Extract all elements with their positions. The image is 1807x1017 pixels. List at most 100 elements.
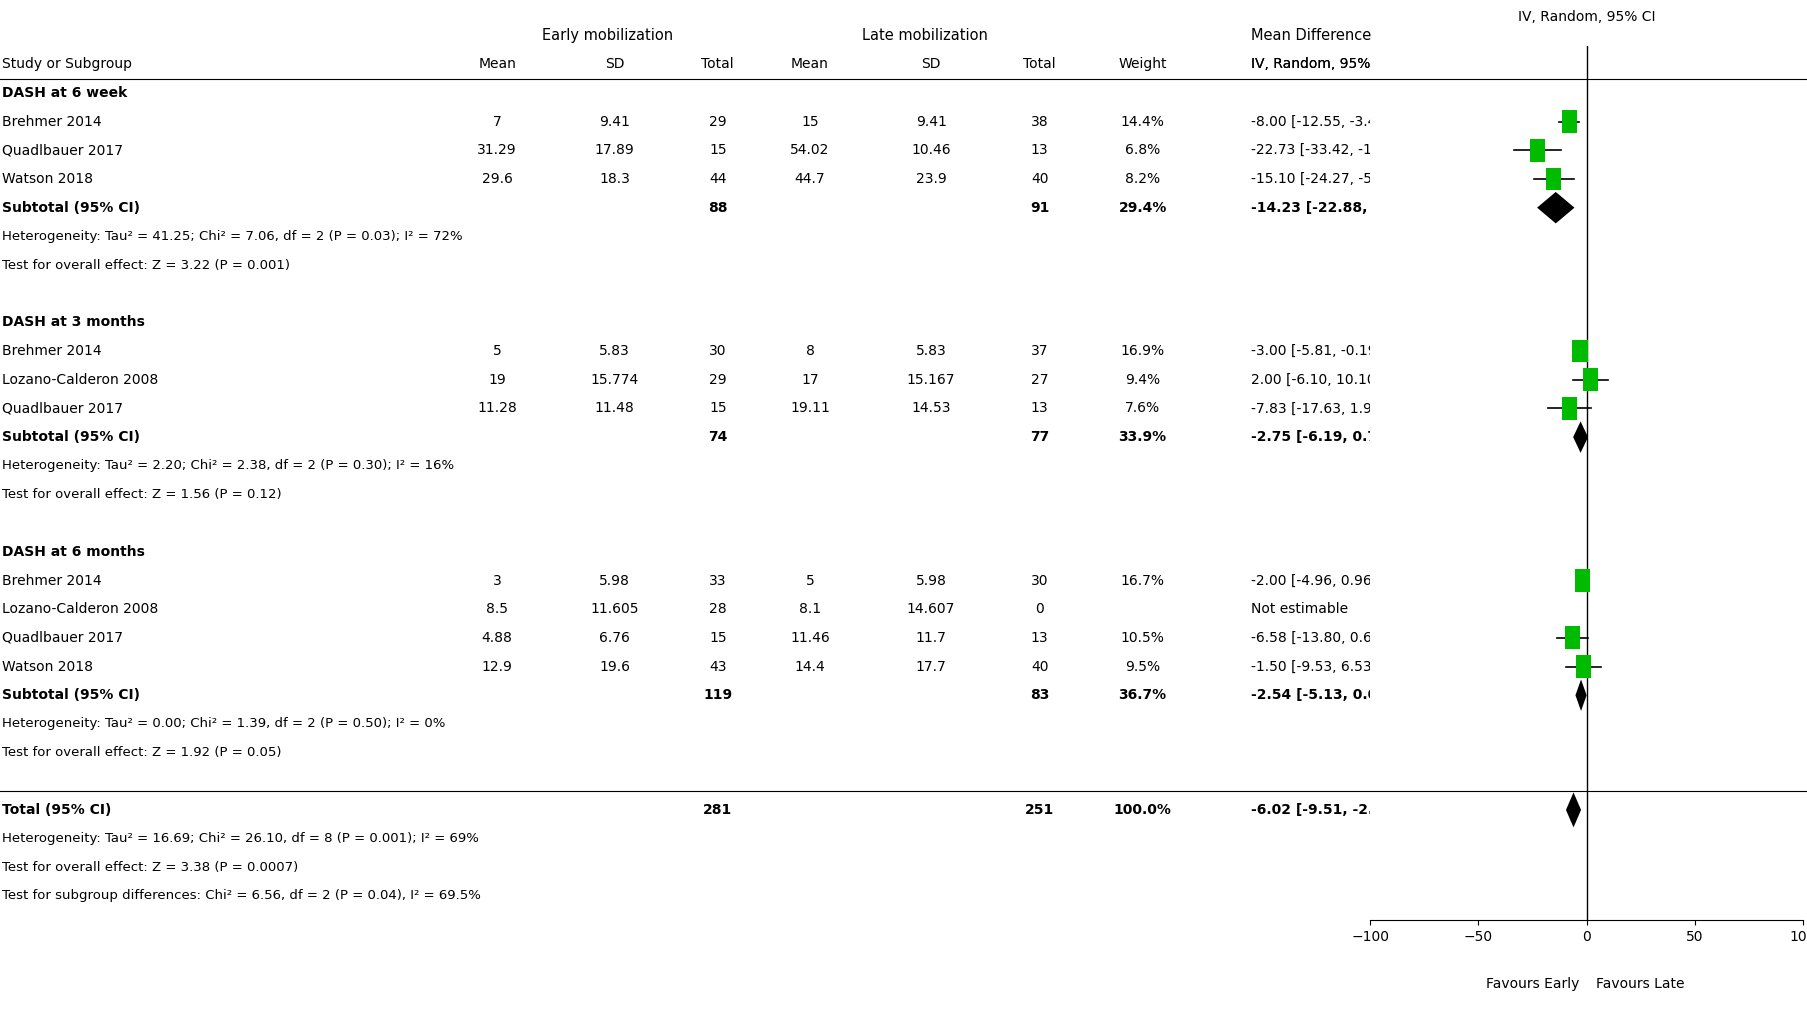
Text: Heterogeneity: Tau² = 0.00; Chi² = 1.39, df = 2 (P = 0.50); I² = 0%: Heterogeneity: Tau² = 0.00; Chi² = 1.39,… bbox=[2, 717, 445, 730]
Text: 11.28: 11.28 bbox=[477, 402, 517, 415]
Text: 19.6: 19.6 bbox=[598, 660, 631, 673]
Text: 5.83: 5.83 bbox=[914, 344, 947, 358]
Text: 29: 29 bbox=[708, 373, 726, 386]
Text: Subtotal (95% CI): Subtotal (95% CI) bbox=[2, 689, 139, 702]
Text: -22.73 [-33.42, -12.04]: -22.73 [-33.42, -12.04] bbox=[1250, 143, 1408, 158]
Text: 5.98: 5.98 bbox=[914, 574, 947, 588]
Text: Lozano-Calderon 2008: Lozano-Calderon 2008 bbox=[2, 373, 157, 386]
Text: 19.11: 19.11 bbox=[790, 402, 829, 415]
Text: 251: 251 bbox=[1025, 803, 1053, 817]
Text: Brehmer 2014: Brehmer 2014 bbox=[2, 115, 101, 128]
Text: 29.4%: 29.4% bbox=[1119, 200, 1166, 215]
Text: 13: 13 bbox=[1030, 402, 1048, 415]
Text: Study or Subgroup: Study or Subgroup bbox=[2, 57, 132, 71]
Text: Mean Difference: Mean Difference bbox=[1250, 28, 1372, 43]
Text: Total: Total bbox=[1023, 57, 1055, 71]
Text: Test for overall effect: Z = 1.56 (P = 0.12): Test for overall effect: Z = 1.56 (P = 0… bbox=[2, 488, 282, 501]
Text: 5.83: 5.83 bbox=[598, 344, 631, 358]
Text: Quadlbauer 2017: Quadlbauer 2017 bbox=[2, 143, 123, 158]
Text: 37: 37 bbox=[1030, 344, 1048, 358]
Text: 17.7: 17.7 bbox=[914, 660, 947, 673]
Text: Favours Late: Favours Late bbox=[1596, 977, 1684, 992]
PathPatch shape bbox=[1565, 792, 1579, 828]
Text: 17: 17 bbox=[801, 373, 819, 386]
Text: 13: 13 bbox=[1030, 143, 1048, 158]
Text: -14.23 [-22.88, -5.58]: -14.23 [-22.88, -5.58] bbox=[1250, 200, 1418, 215]
Text: 6.8%: 6.8% bbox=[1124, 143, 1160, 158]
Text: 28: 28 bbox=[708, 602, 726, 616]
Text: 74: 74 bbox=[708, 430, 726, 444]
Text: 10.46: 10.46 bbox=[911, 143, 950, 158]
Text: 40: 40 bbox=[1030, 660, 1048, 673]
Text: -8.00 [-12.55, -3.45]: -8.00 [-12.55, -3.45] bbox=[1250, 115, 1390, 128]
Text: 6.76: 6.76 bbox=[598, 631, 631, 645]
FancyBboxPatch shape bbox=[1561, 397, 1576, 420]
Text: -1.50 [-9.53, 6.53]: -1.50 [-9.53, 6.53] bbox=[1250, 660, 1377, 673]
Text: Total: Total bbox=[701, 57, 734, 71]
Text: 14.4%: 14.4% bbox=[1120, 115, 1164, 128]
Text: 77: 77 bbox=[1030, 430, 1048, 444]
Text: 33: 33 bbox=[708, 574, 726, 588]
Text: 18.3: 18.3 bbox=[598, 172, 631, 186]
Text: 8.5: 8.5 bbox=[486, 602, 508, 616]
Text: 8: 8 bbox=[806, 344, 813, 358]
Text: Total (95% CI): Total (95% CI) bbox=[2, 803, 110, 817]
Text: 8.2%: 8.2% bbox=[1124, 172, 1160, 186]
PathPatch shape bbox=[1536, 192, 1574, 224]
Text: 16.7%: 16.7% bbox=[1120, 574, 1164, 588]
Text: 15: 15 bbox=[708, 402, 726, 415]
Text: 3: 3 bbox=[493, 574, 501, 588]
Text: Weight: Weight bbox=[1119, 57, 1166, 71]
Text: Quadlbauer 2017: Quadlbauer 2017 bbox=[2, 631, 123, 645]
Text: 8.1: 8.1 bbox=[799, 602, 820, 616]
Text: 12.9: 12.9 bbox=[481, 660, 513, 673]
Text: Test for subgroup differences: Chi² = 6.56, df = 2 (P = 0.04), I² = 69.5%: Test for subgroup differences: Chi² = 6.… bbox=[2, 890, 481, 902]
Text: 15: 15 bbox=[801, 115, 819, 128]
Text: 9.41: 9.41 bbox=[914, 115, 947, 128]
Text: -15.10 [-24.27, -5.93]: -15.10 [-24.27, -5.93] bbox=[1250, 172, 1399, 186]
Text: 31.29: 31.29 bbox=[477, 143, 517, 158]
Text: 15.167: 15.167 bbox=[907, 373, 954, 386]
Text: 100.0%: 100.0% bbox=[1113, 803, 1171, 817]
Text: 0: 0 bbox=[1035, 602, 1043, 616]
Text: Not estimable: Not estimable bbox=[1250, 602, 1348, 616]
Text: 23.9: 23.9 bbox=[914, 172, 947, 186]
Text: 14.607: 14.607 bbox=[907, 602, 954, 616]
Text: -6.58 [-13.80, 0.64]: -6.58 [-13.80, 0.64] bbox=[1250, 631, 1386, 645]
Text: 44.7: 44.7 bbox=[795, 172, 824, 186]
FancyBboxPatch shape bbox=[1561, 110, 1576, 133]
Text: Late mobilization: Late mobilization bbox=[862, 28, 987, 43]
Text: 17.89: 17.89 bbox=[595, 143, 634, 158]
Text: Lozano-Calderon 2008: Lozano-Calderon 2008 bbox=[2, 602, 157, 616]
FancyBboxPatch shape bbox=[1529, 139, 1545, 162]
Text: 7.6%: 7.6% bbox=[1124, 402, 1160, 415]
Text: 33.9%: 33.9% bbox=[1119, 430, 1166, 444]
Text: Mean: Mean bbox=[791, 57, 828, 71]
Text: 16.9%: 16.9% bbox=[1120, 344, 1164, 358]
Text: 54.02: 54.02 bbox=[790, 143, 829, 158]
FancyBboxPatch shape bbox=[1583, 368, 1597, 392]
Text: Brehmer 2014: Brehmer 2014 bbox=[2, 344, 101, 358]
Text: Heterogeneity: Tau² = 2.20; Chi² = 2.38, df = 2 (P = 0.30); I² = 16%: Heterogeneity: Tau² = 2.20; Chi² = 2.38,… bbox=[2, 460, 454, 472]
Text: 38: 38 bbox=[1030, 115, 1048, 128]
Text: 27: 27 bbox=[1030, 373, 1048, 386]
Text: 5: 5 bbox=[806, 574, 813, 588]
Text: 11.7: 11.7 bbox=[914, 631, 947, 645]
Text: -6.02 [-9.51, -2.53]: -6.02 [-9.51, -2.53] bbox=[1250, 803, 1399, 817]
Text: 13: 13 bbox=[1030, 631, 1048, 645]
Text: 10.5%: 10.5% bbox=[1120, 631, 1164, 645]
Text: 9.5%: 9.5% bbox=[1124, 660, 1160, 673]
Text: 11.48: 11.48 bbox=[595, 402, 634, 415]
Text: 15.774: 15.774 bbox=[591, 373, 638, 386]
FancyBboxPatch shape bbox=[1545, 168, 1561, 190]
FancyBboxPatch shape bbox=[1563, 626, 1579, 649]
Text: 83: 83 bbox=[1030, 689, 1048, 702]
Text: Heterogeneity: Tau² = 41.25; Chi² = 7.06, df = 2 (P = 0.03); I² = 72%: Heterogeneity: Tau² = 41.25; Chi² = 7.06… bbox=[2, 230, 463, 243]
Text: Heterogeneity: Tau² = 16.69; Chi² = 26.10, df = 8 (P = 0.001); I² = 69%: Heterogeneity: Tau² = 16.69; Chi² = 26.1… bbox=[2, 832, 479, 845]
FancyBboxPatch shape bbox=[1572, 340, 1587, 362]
Text: -2.75 [-6.19, 0.70]: -2.75 [-6.19, 0.70] bbox=[1250, 430, 1393, 444]
Text: 281: 281 bbox=[703, 803, 732, 817]
Text: 19: 19 bbox=[488, 373, 506, 386]
Text: 29.6: 29.6 bbox=[481, 172, 513, 186]
Text: 5: 5 bbox=[493, 344, 501, 358]
